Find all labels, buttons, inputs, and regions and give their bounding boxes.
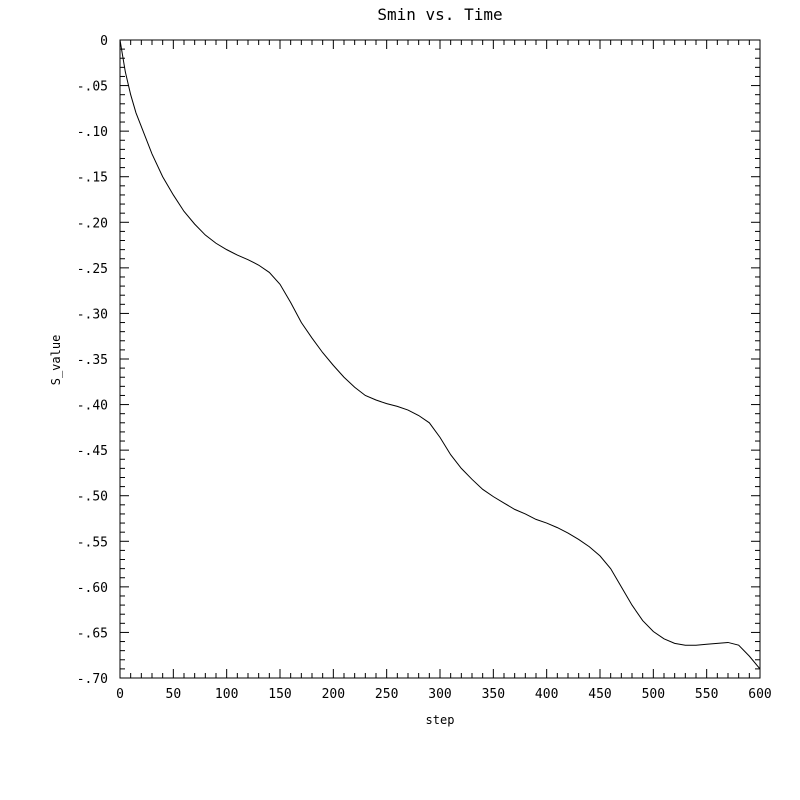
- y-tick-label: -.30: [77, 307, 108, 322]
- x-tick-label: 400: [535, 687, 558, 702]
- y-tick-label: -.50: [77, 490, 108, 505]
- x-tick-label: 250: [375, 687, 398, 702]
- x-tick-label: 200: [322, 687, 345, 702]
- x-tick-label: 350: [482, 687, 505, 702]
- x-axis-label: step: [426, 713, 455, 727]
- y-tick-label: -.15: [77, 171, 108, 186]
- axis-ticks: [119, 39, 761, 679]
- y-axis-label: S_value: [49, 335, 63, 386]
- x-tick-labels: 0 50 100 150 200 250 300 350 400 450 500 550 600: [116, 687, 772, 702]
- x-tick-label: 550: [695, 687, 718, 702]
- y-tick-label: -.55: [77, 535, 108, 550]
- x-tick-label: 0: [116, 687, 124, 702]
- plot-frame: [119, 39, 761, 679]
- series-line: [119, 39, 761, 670]
- y-tick-labels: 0 -.05 -.10 -.15 -.20 -.25 -.30 -.35 -.40 -.45 -.5…: [77, 34, 108, 687]
- x-tick-label: 500: [642, 687, 665, 702]
- x-tick-label: 450: [588, 687, 611, 702]
- x-tick-label: 100: [215, 687, 238, 702]
- y-tick-label: -.25: [77, 262, 108, 277]
- y-tick-label: -.35: [77, 353, 108, 368]
- y-tick-label: -.60: [77, 581, 108, 596]
- y-tick-label: -.45: [77, 444, 108, 459]
- y-tick-label: -.70: [77, 672, 108, 687]
- y-tick-label: -.10: [77, 125, 108, 140]
- chart-title: Smin vs. Time: [377, 5, 502, 24]
- y-tick-label: -.40: [77, 399, 108, 414]
- x-tick-label: 300: [428, 687, 451, 702]
- y-tick-label: -.65: [77, 626, 108, 641]
- x-tick-label: 50: [166, 687, 182, 702]
- y-tick-label: 0: [100, 34, 108, 49]
- y-tick-label: -.20: [77, 216, 108, 231]
- y-tick-label: -.05: [77, 80, 108, 95]
- x-tick-label: 150: [268, 687, 291, 702]
- x-tick-label: 600: [748, 687, 771, 702]
